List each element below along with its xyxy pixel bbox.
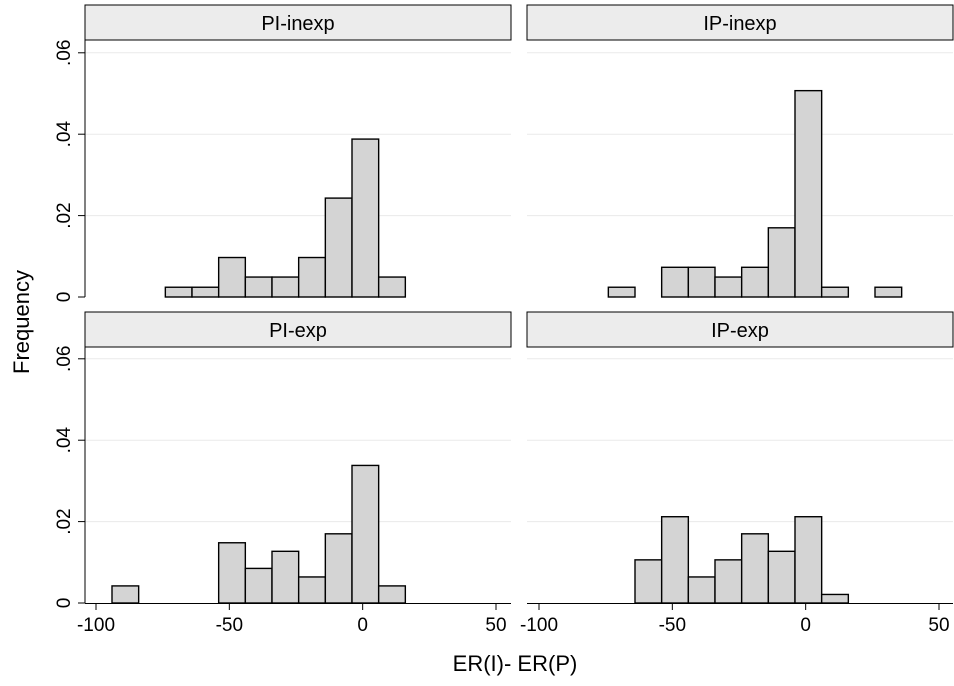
panel-title: PI-inexp [261,13,334,35]
histogram-bar [324,533,353,604]
histogram-bar [820,593,850,604]
x-tick-label: 50 [928,615,949,636]
histogram-bar [324,197,353,298]
histogram-bar [297,256,327,298]
y-tick-label: .06 [54,346,75,372]
histogram-bar [217,256,247,298]
panel-title: IP-inexp [703,13,776,35]
x-axis-label: ER(I)- ER(P) [453,651,578,676]
panels-group: PI-inexp 0 .02 .04 .06 IP-inexp PI-exp 0 .02 .04.… [54,4,954,636]
y-tick-label: .02 [54,508,75,534]
x-tick-label: 50 [485,615,506,636]
y-tick-label: .02 [54,202,75,228]
y-tick-label: .04 [54,427,75,454]
x-tick-label: 0 [357,615,368,636]
histogram-bar [740,266,770,298]
histogram-bar [714,276,743,298]
histogram-bar [164,286,193,298]
histogram-bar [874,286,903,298]
histogram-bar [794,89,823,298]
panel-header [526,4,954,41]
histogram-bar [351,138,380,298]
histogram-bar [351,464,380,604]
histogram-bar [244,567,273,604]
histogram-bar [607,286,636,298]
panel-header [84,311,512,348]
histogram-bar [687,266,716,298]
x-tick-label: -100 [77,615,115,636]
panel-pi-exp: PI-exp 0 .02 .04 .06 -100 -50 0 50 [54,311,512,636]
panel-pi-inexp: PI-inexp 0 .02 .04 .06 [54,4,512,303]
histogram-bar [191,286,220,298]
histogram-bar [660,516,690,604]
histogram-bar [740,533,770,604]
histogram-bar [271,550,300,604]
y-axis-label: Frequency [9,270,34,374]
panel-ip-inexp: IP-inexp [526,4,954,298]
x-tick-label: -50 [216,615,243,636]
x-tick-label: -100 [520,615,558,636]
panel-title: PI-exp [269,320,327,342]
histogram-bar [634,559,663,604]
y-tick-label: .06 [54,40,75,66]
histogram-bar [297,576,327,604]
y-tick-label: 0 [54,292,75,303]
histogram-bar [377,585,407,604]
panel-header [526,311,954,348]
histogram-bar [687,576,716,604]
panel-title: IP-exp [711,320,769,342]
y-tick-label: 0 [54,598,75,609]
histogram-bar [714,559,743,604]
histogram-bar [767,550,796,604]
histogram-bar [660,266,690,298]
histogram-bar [377,276,407,298]
panel-header [84,4,512,41]
panel-ip-exp: IP-exp -100 -50 0 50 [520,311,954,636]
x-tick-label: 0 [800,615,811,636]
histogram-bar [244,276,273,298]
y-tick-label: .04 [54,121,75,148]
histogram-bar [271,276,300,298]
histogram-bar [794,516,823,604]
histogram-bar [111,585,140,604]
histogram-bar [820,286,850,298]
histogram-bar [217,542,247,604]
histogram-bar [767,227,796,298]
x-tick-label: -50 [659,615,686,636]
